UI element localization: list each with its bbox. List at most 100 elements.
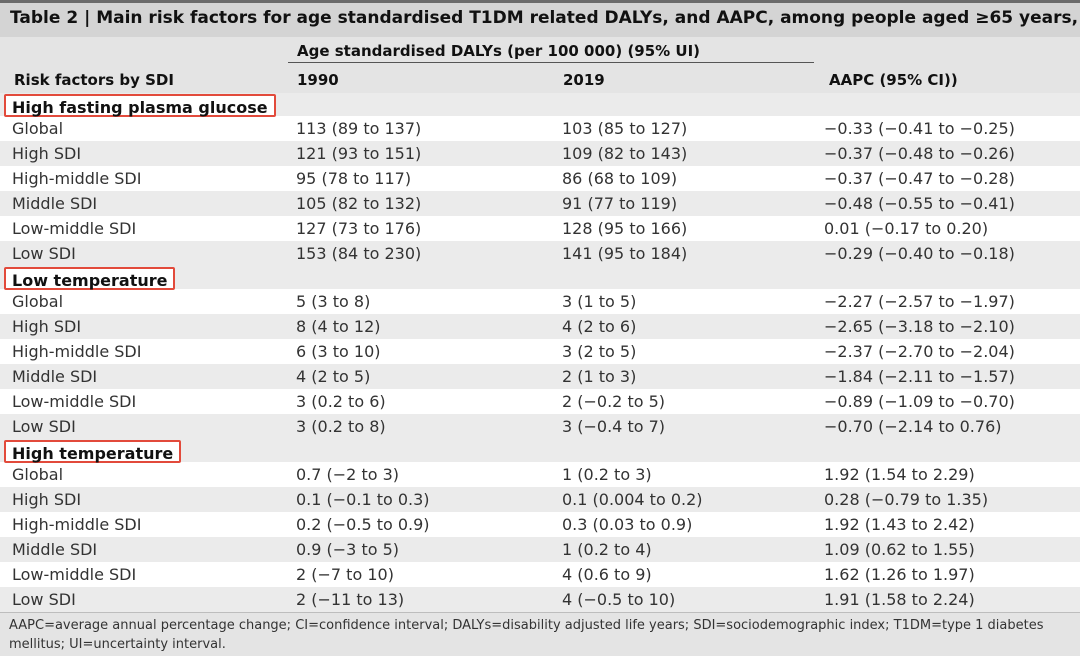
dalys-2019-cell: 141 (95 to 184)	[562, 244, 688, 263]
risk-factor-cell: Middle SDI	[12, 367, 98, 386]
table-row: Middle SDI 0.9 (−3 to 5) 1 (0.2 to 4) 1.09 …	[0, 537, 1080, 562]
section-label: Low temperature	[4, 267, 176, 290]
section-label: High fasting plasma glucose	[4, 94, 276, 117]
risk-factor-cell: Low SDI	[12, 244, 76, 263]
table-row: High SDI 121 (93 to 151) 109 (82 to 143) −0…	[0, 141, 1080, 166]
aapc-cell: −0.37 (−0.48 to −0.26)	[824, 144, 1015, 163]
aapc-cell: −2.27 (−2.57 to −1.97)	[824, 292, 1015, 311]
table-body: High fasting plasma glucose Global 113 (89…	[0, 93, 1080, 612]
dalys-1990-cell: 4 (2 to 5)	[296, 367, 371, 386]
risk-factor-cell: Middle SDI	[12, 194, 98, 213]
aapc-cell: −2.37 (−2.70 to −2.04)	[824, 342, 1015, 361]
dalys-2019-cell: 1 (0.2 to 4)	[562, 540, 652, 559]
dalys-1990-cell: 0.1 (−0.1 to 0.3)	[296, 490, 430, 509]
dalys-1990-cell: 0.2 (−0.5 to 0.9)	[296, 515, 430, 534]
table-row: High SDI 0.1 (−0.1 to 0.3) 0.1 (0.004 to 0…	[0, 487, 1080, 512]
aapc-cell: 1.92 (1.43 to 2.42)	[824, 515, 975, 534]
table-row: Low SDI 153 (84 to 230) 141 (95 to 184) −0.…	[0, 241, 1080, 266]
risk-factor-cell: Low-middle SDI	[12, 219, 137, 238]
dalys-1990-cell: 153 (84 to 230)	[296, 244, 422, 263]
dalys-1990-cell: 5 (3 to 8)	[296, 292, 371, 311]
aapc-cell: 0.28 (−0.79 to 1.35)	[824, 490, 989, 509]
risk-factor-cell: Low-middle SDI	[12, 392, 137, 411]
year-2019-column-header: 2019	[563, 71, 605, 89]
dalys-2019-cell: 3 (1 to 5)	[562, 292, 637, 311]
section-header: High fasting plasma glucose	[0, 93, 1080, 117]
dalys-2019-cell: 0.3 (0.03 to 0.9)	[562, 515, 693, 534]
dalys-1990-cell: 3 (0.2 to 8)	[296, 417, 386, 436]
table-row: High-middle SDI 6 (3 to 10) 3 (2 to 5) −2.3…	[0, 339, 1080, 364]
dalys-1990-cell: 127 (73 to 176)	[296, 219, 422, 238]
dalys-2019-cell: 2 (1 to 3)	[562, 367, 637, 386]
table-title: Table 2 | Main risk factors for age stan…	[0, 0, 1080, 37]
risk-factor-column-header: Risk factors by SDI	[14, 71, 174, 89]
table-row: Middle SDI 4 (2 to 5) 2 (1 to 3) −1.84 (−2.…	[0, 364, 1080, 389]
risk-factor-cell: High-middle SDI	[12, 342, 142, 361]
dalys-1990-cell: 105 (82 to 132)	[296, 194, 422, 213]
table-footnote: AAPC=average annual percentage change; C…	[0, 612, 1080, 656]
dalys-group-header: Age standardised DALYs (per 100 000) (95…	[297, 42, 701, 60]
aapc-cell: −0.29 (−0.40 to −0.18)	[824, 244, 1015, 263]
aapc-cell: −0.48 (−0.55 to −0.41)	[824, 194, 1015, 213]
dalys-2019-cell: 2 (−0.2 to 5)	[562, 392, 666, 411]
year-1990-column-header: 1990	[297, 71, 339, 89]
dalys-2019-cell: 128 (95 to 166)	[562, 219, 688, 238]
risk-factor-cell: Low SDI	[12, 590, 76, 609]
risk-factor-cell: Middle SDI	[12, 540, 98, 559]
group-header-rule	[288, 62, 814, 63]
table-row: Middle SDI 105 (82 to 132) 91 (77 to 119) −…	[0, 191, 1080, 216]
dalys-1990-cell: 113 (89 to 137)	[296, 119, 422, 138]
dalys-2019-cell: 109 (82 to 143)	[562, 144, 688, 163]
dalys-1990-cell: 2 (−7 to 10)	[296, 565, 394, 584]
dalys-2019-cell: 103 (85 to 127)	[562, 119, 688, 138]
dalys-2019-cell: 1 (0.2 to 3)	[562, 465, 652, 484]
table-row: Global 113 (89 to 137) 103 (85 to 127) −0.3…	[0, 116, 1080, 141]
table-row: Low SDI 2 (−11 to 13) 4 (−0.5 to 10) 1.91 (…	[0, 587, 1080, 612]
risk-factor-cell: High SDI	[12, 490, 82, 509]
aapc-cell: −0.70 (−2.14 to 0.76)	[824, 417, 1002, 436]
dalys-1990-cell: 95 (78 to 117)	[296, 169, 412, 188]
aapc-cell: −0.37 (−0.47 to −0.28)	[824, 169, 1015, 188]
table-row: Low SDI 3 (0.2 to 8) 3 (−0.4 to 7) −0.70 (−…	[0, 414, 1080, 439]
aapc-column-header: AAPC (95% CI))	[829, 71, 958, 89]
aapc-cell: 0.01 (−0.17 to 0.20)	[824, 219, 989, 238]
risk-factor-cell: Global	[12, 119, 64, 138]
table-row: Global 0.7 (−2 to 3) 1 (0.2 to 3) 1.92 (1.5…	[0, 462, 1080, 487]
section-header: Low temperature	[0, 266, 1080, 290]
table-row: High SDI 8 (4 to 12) 4 (2 to 6) −2.65 (−3.1…	[0, 314, 1080, 339]
section-header: High temperature	[0, 439, 1080, 463]
aapc-cell: 1.62 (1.26 to 1.97)	[824, 565, 975, 584]
risk-factor-cell: Low SDI	[12, 417, 76, 436]
dalys-2019-cell: 4 (−0.5 to 10)	[562, 590, 676, 609]
table-row: High-middle SDI 95 (78 to 117) 86 (68 to 1…	[0, 166, 1080, 191]
aapc-cell: 1.91 (1.58 to 2.24)	[824, 590, 975, 609]
dalys-2019-cell: 4 (2 to 6)	[562, 317, 637, 336]
dalys-2019-cell: 91 (77 to 119)	[562, 194, 678, 213]
risk-factor-cell: Global	[12, 465, 64, 484]
dalys-1990-cell: 2 (−11 to 13)	[296, 590, 405, 609]
dalys-2019-cell: 86 (68 to 109)	[562, 169, 678, 188]
table-row: Low-middle SDI 3 (0.2 to 6) 2 (−0.2 to 5) −…	[0, 389, 1080, 414]
dalys-2019-cell: 3 (−0.4 to 7)	[562, 417, 666, 436]
risk-factor-cell: High-middle SDI	[12, 515, 142, 534]
aapc-cell: −1.84 (−2.11 to −1.57)	[824, 367, 1015, 386]
risk-factor-cell: Low-middle SDI	[12, 565, 137, 584]
dalys-1990-cell: 6 (3 to 10)	[296, 342, 381, 361]
table-row: Global 5 (3 to 8) 3 (1 to 5) −2.27 (−2.57 t…	[0, 289, 1080, 314]
risk-factor-cell: High SDI	[12, 144, 82, 163]
dalys-1990-cell: 121 (93 to 151)	[296, 144, 422, 163]
risk-factor-cell: High SDI	[12, 317, 82, 336]
table-row: Low-middle SDI 127 (73 to 176) 128 (95 to …	[0, 216, 1080, 241]
table-row: High-middle SDI 0.2 (−0.5 to 0.9) 0.3 (0.0…	[0, 512, 1080, 537]
aapc-cell: 1.92 (1.54 to 2.29)	[824, 465, 975, 484]
aapc-cell: −0.33 (−0.41 to −0.25)	[824, 119, 1015, 138]
aapc-cell: −0.89 (−1.09 to −0.70)	[824, 392, 1015, 411]
dalys-2019-cell: 4 (0.6 to 9)	[562, 565, 652, 584]
section-label: High temperature	[4, 440, 182, 463]
aapc-cell: −2.65 (−3.18 to −2.10)	[824, 317, 1015, 336]
dalys-2019-cell: 0.1 (0.004 to 0.2)	[562, 490, 703, 509]
dalys-1990-cell: 3 (0.2 to 6)	[296, 392, 386, 411]
table-row: Low-middle SDI 2 (−7 to 10) 4 (0.6 to 9) 1.…	[0, 562, 1080, 587]
risk-factor-cell: Global	[12, 292, 64, 311]
risk-factor-cell: High-middle SDI	[12, 169, 142, 188]
